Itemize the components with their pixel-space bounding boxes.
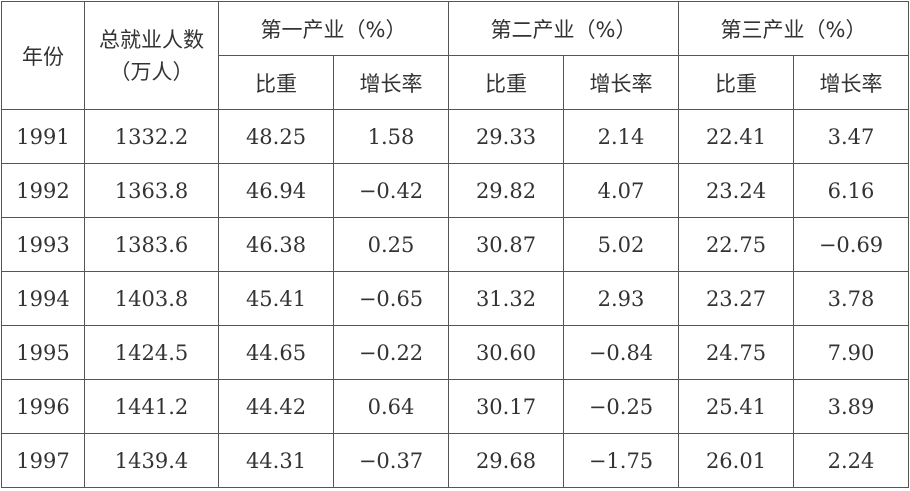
primary-share-cell: 46.38: [218, 217, 334, 272]
tertiary-share-cell: 22.75: [678, 217, 794, 272]
tertiary-growth-cell: −0.69: [793, 217, 909, 272]
primary-share-cell: 46.94: [218, 163, 334, 218]
total-employment-header: 总就业人数 （万人）: [84, 1, 219, 110]
primary-share-cell: 44.31: [218, 433, 334, 488]
tertiary-growth-cell: 3.78: [793, 271, 909, 326]
table-row: 1996 1441.2 44.42 0.64 30.17 −0.25 25.41…: [1, 379, 909, 434]
secondary-share-cell: 30.87: [448, 217, 564, 272]
table-row: 1991 1332.2 48.25 1.58 29.33 2.14 22.41 …: [1, 109, 909, 164]
primary-growth-header: 增长率: [333, 55, 449, 110]
total-cell: 1403.8: [84, 271, 219, 326]
table-row: 1997 1439.4 44.31 −0.37 29.68 −1.75 26.0…: [1, 433, 909, 488]
secondary-growth-header: 增长率: [563, 55, 679, 110]
year-cell: 1997: [1, 433, 85, 488]
year-cell: 1994: [1, 271, 85, 326]
table-row: 1994 1403.8 45.41 −0.65 31.32 2.93 23.27…: [1, 271, 909, 326]
secondary-share-cell: 30.60: [448, 325, 564, 380]
primary-growth-cell: −0.22: [333, 325, 449, 380]
tertiary-growth-cell: 3.89: [793, 379, 909, 434]
primary-share-cell: 48.25: [218, 109, 334, 164]
tertiary-growth-header: 增长率: [793, 55, 909, 110]
secondary-share-cell: 29.33: [448, 109, 564, 164]
tertiary-industry-header: 第三产业（%）: [678, 1, 909, 56]
table-row: 1995 1424.5 44.65 −0.22 30.60 −0.84 24.7…: [1, 325, 909, 380]
tertiary-share-cell: 25.41: [678, 379, 794, 434]
total-cell: 1332.2: [84, 109, 219, 164]
primary-share-cell: 44.65: [218, 325, 334, 380]
total-employment-header-line1: 总就业人数: [99, 27, 204, 52]
secondary-industry-header: 第二产业（%）: [448, 1, 679, 56]
primary-share-cell: 45.41: [218, 271, 334, 326]
primary-industry-header: 第一产业（%）: [218, 1, 449, 56]
year-cell: 1991: [1, 109, 85, 164]
tertiary-share-cell: 23.27: [678, 271, 794, 326]
total-cell: 1424.5: [84, 325, 219, 380]
primary-growth-cell: 0.25: [333, 217, 449, 272]
total-cell: 1363.8: [84, 163, 219, 218]
secondary-growth-cell: −1.75: [563, 433, 679, 488]
secondary-growth-cell: −0.84: [563, 325, 679, 380]
secondary-share-cell: 29.68: [448, 433, 564, 488]
secondary-share-cell: 29.82: [448, 163, 564, 218]
total-employment-header-line2: （万人）: [109, 59, 194, 84]
year-header: 年份: [1, 1, 85, 110]
primary-share-cell: 44.42: [218, 379, 334, 434]
tertiary-share-cell: 23.24: [678, 163, 794, 218]
tertiary-share-header: 比重: [678, 55, 794, 110]
secondary-growth-cell: 2.93: [563, 271, 679, 326]
secondary-growth-cell: 5.02: [563, 217, 679, 272]
tertiary-share-cell: 22.41: [678, 109, 794, 164]
tertiary-growth-cell: 6.16: [793, 163, 909, 218]
total-cell: 1383.6: [84, 217, 219, 272]
header-row-top: 年份 总就业人数 （万人） 第一产业（%） 第二产业（%） 第三产业（%）: [1, 1, 909, 110]
primary-growth-cell: 0.64: [333, 379, 449, 434]
total-cell: 1441.2: [84, 379, 219, 434]
tertiary-share-cell: 26.01: [678, 433, 794, 488]
year-cell: 1996: [1, 379, 85, 434]
tertiary-growth-cell: 3.47: [793, 109, 909, 164]
year-cell: 1993: [1, 217, 85, 272]
secondary-share-cell: 31.32: [448, 271, 564, 326]
primary-growth-cell: −0.37: [333, 433, 449, 488]
total-cell: 1439.4: [84, 433, 219, 488]
tertiary-growth-cell: 7.90: [793, 325, 909, 380]
secondary-share-header: 比重: [448, 55, 564, 110]
primary-growth-cell: −0.42: [333, 163, 449, 218]
secondary-growth-cell: 2.14: [563, 109, 679, 164]
year-cell: 1992: [1, 163, 85, 218]
table-row: 1992 1363.8 46.94 −0.42 29.82 4.07 23.24…: [1, 163, 909, 218]
secondary-growth-cell: 4.07: [563, 163, 679, 218]
secondary-share-cell: 30.17: [448, 379, 564, 434]
primary-share-header: 比重: [218, 55, 334, 110]
primary-growth-cell: −0.65: [333, 271, 449, 326]
tertiary-growth-cell: 2.24: [793, 433, 909, 488]
tertiary-share-cell: 24.75: [678, 325, 794, 380]
primary-growth-cell: 1.58: [333, 109, 449, 164]
table-row: 1993 1383.6 46.38 0.25 30.87 5.02 22.75 …: [1, 217, 909, 272]
secondary-growth-cell: −0.25: [563, 379, 679, 434]
year-cell: 1995: [1, 325, 85, 380]
